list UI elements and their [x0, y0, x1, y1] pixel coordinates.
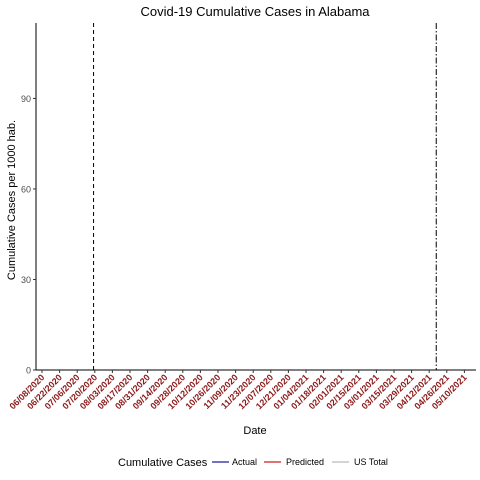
plot-axes [35, 23, 476, 371]
y-tick-label: 60 [21, 184, 31, 194]
chart-title: Covid-19 Cumulative Cases in Alabama [140, 4, 370, 19]
legend: Cumulative Cases Actual Predicted US Total [118, 457, 388, 469]
y-ticks: 0 30 60 90 [21, 94, 36, 376]
y-tick-label: 30 [21, 275, 31, 285]
legend-label-0: Actual [232, 457, 257, 467]
legend-label-1: Predicted [286, 457, 324, 467]
y-tick-label: 0 [26, 366, 31, 376]
y-axis-label: Cumulative Cases per 1000 hab. [6, 120, 18, 280]
legend-title: Cumulative Cases [118, 457, 208, 469]
x-ticks: 06/08/202006/22/202007/06/202007/20/2020… [7, 370, 469, 411]
x-axis-label: Date [243, 425, 266, 437]
y-tick-label: 90 [21, 94, 31, 104]
legend-label-2: US Total [354, 457, 388, 467]
reference-lines [93, 23, 437, 370]
